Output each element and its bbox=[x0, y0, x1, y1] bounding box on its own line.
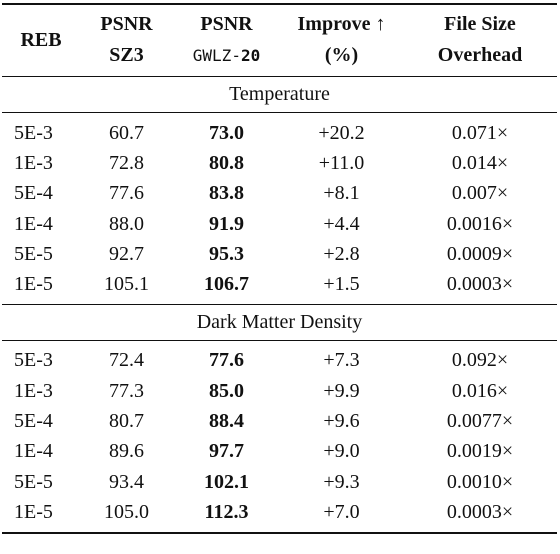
section-title-row: Temperature bbox=[2, 76, 557, 113]
cell-psnr-gwlz: 80.8 bbox=[209, 151, 244, 174]
table-row: 5E-4 77.6 83.8 +8.1 0.007× bbox=[2, 179, 557, 209]
header-improve-line1: Improve ↑ bbox=[297, 13, 386, 35]
header-overhead-line1: File Size bbox=[444, 13, 516, 35]
section-title: Temperature bbox=[2, 76, 557, 113]
cell-psnr-sz3: 89.6 bbox=[109, 440, 144, 463]
cell-overhead: 0.016× bbox=[451, 379, 509, 402]
cell-psnr-sz3: 77.3 bbox=[109, 379, 144, 402]
table-row: 1E-4 88.0 91.9 +4.4 0.0016× bbox=[2, 209, 557, 239]
header-overhead-line2: Overhead bbox=[437, 44, 523, 66]
cell-improve: +9.6 bbox=[323, 410, 360, 433]
cell-psnr-gwlz: 91.9 bbox=[209, 212, 244, 235]
cell-improve: +2.8 bbox=[323, 242, 360, 265]
header-psnr-gwlz-line2: GWLZ-20 bbox=[173, 40, 280, 71]
cell-improve: +9.9 bbox=[323, 379, 360, 402]
cell-reb: 1E-4 bbox=[14, 440, 53, 463]
table-row: 1E-4 89.6 97.7 +9.0 0.0019× bbox=[2, 437, 557, 467]
table-row: 5E-3 72.4 77.6 +7.3 0.092× bbox=[2, 340, 557, 376]
cell-overhead: 0.0016× bbox=[446, 212, 514, 235]
cell-psnr-sz3: 72.8 bbox=[109, 151, 144, 174]
cell-reb: 1E-3 bbox=[14, 151, 53, 174]
header-psnr-sz3: PSNR SZ3 bbox=[80, 3, 173, 77]
cell-improve: +4.4 bbox=[323, 212, 360, 235]
cell-overhead: 0.071× bbox=[451, 121, 509, 144]
cell-psnr-sz3: 105.0 bbox=[80, 497, 173, 534]
header-psnr-gwlz-method: GWLZ- bbox=[192, 46, 241, 65]
cell-psnr-gwlz: 73.0 bbox=[209, 121, 244, 144]
cell-reb: 5E-4 bbox=[14, 182, 53, 205]
cell-improve: +1.5 bbox=[323, 273, 360, 296]
cell-overhead: 0.0077× bbox=[446, 410, 514, 433]
header-reb: REB bbox=[2, 3, 80, 77]
table-row: 1E-3 72.8 80.8 +11.0 0.014× bbox=[2, 148, 557, 178]
section-title-row: Dark Matter Density bbox=[2, 303, 557, 341]
header-improve-line2: (%) bbox=[324, 44, 359, 66]
cell-psnr-sz3: 88.0 bbox=[109, 212, 144, 235]
header-reb-label: REB bbox=[20, 28, 62, 51]
cell-improve: +20.2 bbox=[318, 121, 365, 144]
section-temperature: Temperature 5E-3 60.7 73.0 +20.2 0.071× … bbox=[2, 76, 557, 305]
cell-psnr-sz3: 60.7 bbox=[109, 121, 144, 144]
cell-improve: +8.1 bbox=[323, 182, 360, 205]
cell-psnr-sz3: 77.6 bbox=[109, 182, 144, 205]
cell-reb: 5E-4 bbox=[14, 410, 53, 433]
results-table: REB PSNR SZ3 PSNR GWLZ-20 Improve ↑ (%) … bbox=[2, 3, 557, 534]
header-psnr-gwlz-line1: PSNR bbox=[200, 13, 253, 35]
cell-overhead: 0.0009× bbox=[446, 242, 514, 265]
cell-reb: 1E-3 bbox=[14, 379, 53, 402]
cell-reb: 1E-5 bbox=[14, 273, 53, 296]
table-row: 5E-3 60.7 73.0 +20.2 0.071× bbox=[2, 113, 557, 149]
table-row: 1E-3 77.3 85.0 +9.9 0.016× bbox=[2, 376, 557, 406]
cell-psnr-sz3: 72.4 bbox=[109, 349, 144, 372]
cell-overhead: 0.0010× bbox=[446, 470, 514, 493]
cell-psnr-gwlz: 102.1 bbox=[204, 470, 249, 493]
cell-overhead: 0.092× bbox=[451, 349, 509, 372]
cell-psnr-gwlz: 88.4 bbox=[209, 410, 244, 433]
cell-overhead: 0.0019× bbox=[446, 440, 514, 463]
section-title: Dark Matter Density bbox=[2, 303, 557, 341]
cell-psnr-gwlz: 112.3 bbox=[173, 497, 280, 534]
table-row: 5E-4 80.7 88.4 +9.6 0.0077× bbox=[2, 406, 557, 436]
section-dark-matter-density: Dark Matter Density 5E-3 72.4 77.6 +7.3 … bbox=[2, 303, 557, 534]
cell-overhead: 0.0003× bbox=[403, 497, 557, 534]
cell-psnr-sz3: 80.7 bbox=[109, 410, 144, 433]
table-row: 1E-5 105.1 106.7 +1.5 0.0003× bbox=[2, 269, 557, 304]
header-psnr-sz3-line2: SZ3 bbox=[109, 44, 144, 66]
cell-psnr-gwlz: 77.6 bbox=[209, 349, 244, 372]
cell-psnr-gwlz: 97.7 bbox=[209, 440, 244, 463]
cell-psnr-gwlz: 83.8 bbox=[209, 182, 244, 205]
header-psnr-gwlz-suffix: 20 bbox=[240, 46, 261, 65]
cell-improve: +9.3 bbox=[323, 470, 360, 493]
cell-overhead: 0.0003× bbox=[446, 273, 514, 296]
cell-improve: +9.0 bbox=[323, 440, 360, 463]
cell-reb: 1E-4 bbox=[14, 212, 53, 235]
table-header: REB PSNR SZ3 PSNR GWLZ-20 Improve ↑ (%) … bbox=[2, 3, 557, 77]
cell-psnr-gwlz: 106.7 bbox=[204, 273, 249, 296]
cell-improve: +11.0 bbox=[318, 151, 365, 174]
table-row: 1E-5 105.0 112.3 +7.0 0.0003× bbox=[2, 497, 557, 534]
header-improve: Improve ↑ (%) bbox=[280, 3, 403, 77]
header-overhead: File Size Overhead bbox=[403, 3, 557, 77]
cell-reb: 5E-5 bbox=[14, 242, 53, 265]
header-psnr-sz3-line1: PSNR bbox=[100, 13, 153, 35]
cell-reb: 5E-5 bbox=[14, 470, 53, 493]
header-row: REB PSNR SZ3 PSNR GWLZ-20 Improve ↑ (%) … bbox=[2, 3, 557, 77]
cell-psnr-sz3: 92.7 bbox=[109, 242, 144, 265]
cell-reb: 1E-5 bbox=[2, 497, 80, 534]
cell-reb: 5E-3 bbox=[14, 121, 53, 144]
cell-improve: +7.0 bbox=[280, 497, 403, 534]
cell-psnr-gwlz: 85.0 bbox=[209, 379, 244, 402]
cell-psnr-sz3: 105.1 bbox=[104, 273, 149, 296]
cell-overhead: 0.014× bbox=[451, 151, 509, 174]
cell-overhead: 0.007× bbox=[451, 182, 509, 205]
cell-psnr-gwlz: 95.3 bbox=[209, 242, 244, 265]
cell-improve: +7.3 bbox=[323, 349, 360, 372]
table-row: 5E-5 92.7 95.3 +2.8 0.0009× bbox=[2, 239, 557, 269]
cell-psnr-sz3: 93.4 bbox=[109, 470, 144, 493]
table-row: 5E-5 93.4 102.1 +9.3 0.0010× bbox=[2, 467, 557, 497]
cell-reb: 5E-3 bbox=[14, 349, 53, 372]
header-psnr-gwlz: PSNR GWLZ-20 bbox=[173, 3, 280, 77]
